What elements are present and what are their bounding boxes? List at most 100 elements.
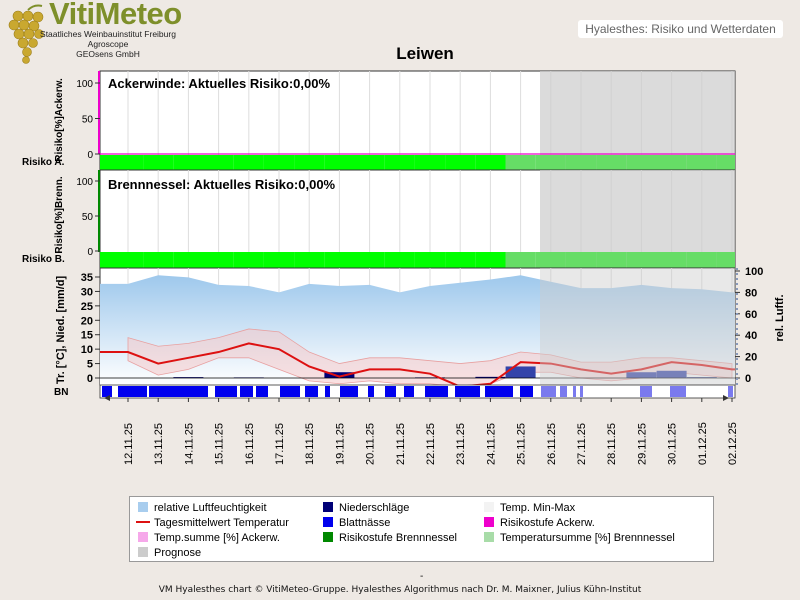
risk-ytick-label: 0 (87, 247, 93, 258)
precip-bar (656, 370, 687, 378)
legend-swatch (138, 532, 148, 542)
leafwet-segment (404, 386, 414, 397)
legend-label: Temp. Min-Max (500, 502, 576, 514)
legend-swatch (323, 517, 333, 527)
risk-band-segment (173, 155, 204, 170)
legend-item: relative Luftfeuchtigkeit (138, 502, 267, 514)
leafwet-segment (149, 386, 208, 397)
risk-band-segment (100, 155, 144, 170)
leafwet-segment (485, 386, 513, 397)
legend-label: Risikostufe Brennnessel (339, 532, 457, 544)
footer-dash: - (420, 571, 424, 582)
legend-label: Prognose (154, 547, 201, 559)
risk-band-segment (354, 155, 385, 170)
humidity-ytick-label: 20 (745, 352, 757, 364)
xtick-label: 02.12.25 (727, 422, 739, 465)
xtick-label: 26.11.25 (546, 423, 558, 465)
legend-label: Risikostufe Ackerw. (500, 517, 595, 529)
legend-swatch (138, 502, 148, 512)
footer-credit: VM Hyalesthes chart © VitiMeteo-Gruppe. … (158, 585, 642, 595)
legend-swatch (484, 502, 494, 512)
leafwet-segment (256, 386, 268, 397)
legend-item: Risikostufe Ackerw. (484, 517, 595, 529)
risk-band-segment (263, 155, 295, 170)
legend-swatch (323, 502, 333, 512)
risk-band-segment (716, 252, 735, 268)
leafwet-segment (520, 386, 533, 397)
panel-brennnessel: 100 50 0 Brennnessel: Aktuelles Risiko:0,0… (22, 169, 736, 269)
risk-band-segment (535, 252, 566, 268)
risk-band-segment (475, 155, 506, 170)
precip-bar (626, 372, 657, 378)
scroll-arrows[interactable] (104, 395, 729, 401)
scroll-right-icon[interactable] (723, 395, 729, 401)
xtick-label: 22.11.25 (425, 423, 437, 465)
xtick-label: 13.11.25 (153, 423, 165, 465)
risk-ytick-label: 50 (82, 212, 94, 223)
risk-band-segment (626, 155, 657, 170)
risk-band-segment (656, 252, 687, 268)
brennnessel-ylabel: Risiko[%]Brenn. (54, 176, 65, 253)
app-logo-text: VitiMeteo (49, 0, 182, 31)
risk-band-segment (233, 252, 264, 268)
risk-band-segment (143, 252, 174, 268)
xtick-label: 30.11.25 (667, 423, 679, 465)
risk-band-segment (354, 252, 385, 268)
legend-item: Temp. Min-Max (484, 502, 576, 514)
humidity-ytick-label: 40 (745, 330, 757, 342)
risk-band-segment (324, 155, 355, 170)
leafwet-row-label: BN (54, 387, 68, 398)
legend-swatch (484, 517, 494, 527)
xtick-label: 19.11.25 (334, 423, 346, 465)
legend-swatch (138, 547, 148, 557)
risk-band-segment (686, 252, 717, 268)
leafwet-segment (368, 386, 374, 397)
xtick-label: 27.11.25 (576, 423, 588, 465)
risk-band-segment (535, 155, 566, 170)
legend-swatch (484, 532, 494, 542)
org-line-3: GEOsens GmbH (76, 49, 140, 59)
station-title: Leiwen (396, 44, 454, 63)
precip-bar (475, 376, 506, 378)
risk-band-segment (384, 155, 415, 170)
legend-item: Temp.summe [%] Ackerw. (138, 532, 280, 544)
legend-label: relative Luftfeuchtigkeit (154, 502, 267, 514)
humidity-ytick-label: 100 (745, 266, 763, 278)
legend-swatch (323, 532, 333, 542)
legend-item: Prognose (138, 547, 201, 559)
legend: relative Luftfeuchtigkeit Niederschläge Te… (136, 502, 675, 559)
xtick-label: 24.11.25 (485, 423, 497, 465)
xtick-label: 12.11.25 (123, 423, 135, 465)
risk-band-segment (414, 252, 446, 268)
legend-label: Niederschläge (339, 502, 409, 514)
risk-band-segment (143, 155, 174, 170)
leafwet-segment (325, 386, 330, 397)
panel-ackerwinde: 100 50 0 Ackerwinde: Aktuelles Risiko:0,00… (22, 70, 736, 171)
risk-band-segment (716, 155, 735, 170)
legend-item: Risikostufe Brennnessel (323, 532, 457, 544)
xtick-label: 17.11.25 (274, 423, 286, 465)
risk-ytick-label: 100 (76, 79, 93, 90)
humidity-ytick-label: 60 (745, 309, 757, 321)
risk-band-segment (505, 252, 536, 268)
prognose-shade-brennnessel (540, 170, 735, 268)
brennnessel-row-label: Risiko B. (22, 254, 65, 265)
leafwet-segment (640, 386, 652, 397)
scroll-left-icon[interactable] (104, 395, 110, 401)
risk-band-segment (384, 252, 415, 268)
risk-band-segment (686, 155, 717, 170)
temp-ytick-label: 30 (81, 286, 93, 298)
risk-band-segment (505, 155, 536, 170)
temp-ytick-label: 25 (81, 301, 93, 313)
leafwet-segment (215, 386, 237, 397)
temp-ytick-label: 10 (81, 344, 93, 356)
ackerwinde-ylabel: Risiko[%]Ackerw. (54, 78, 65, 162)
leafwet-segment (385, 386, 396, 397)
leafwet-segment (580, 386, 583, 397)
brennnessel-title: Brennnessel: Aktuelles Risiko:0,00% (108, 177, 336, 192)
risk-band-segment (173, 252, 204, 268)
legend-label: Temp.summe [%] Ackerw. (154, 532, 280, 544)
leafwet-segment (305, 386, 318, 397)
leafwet-segment (240, 386, 253, 397)
